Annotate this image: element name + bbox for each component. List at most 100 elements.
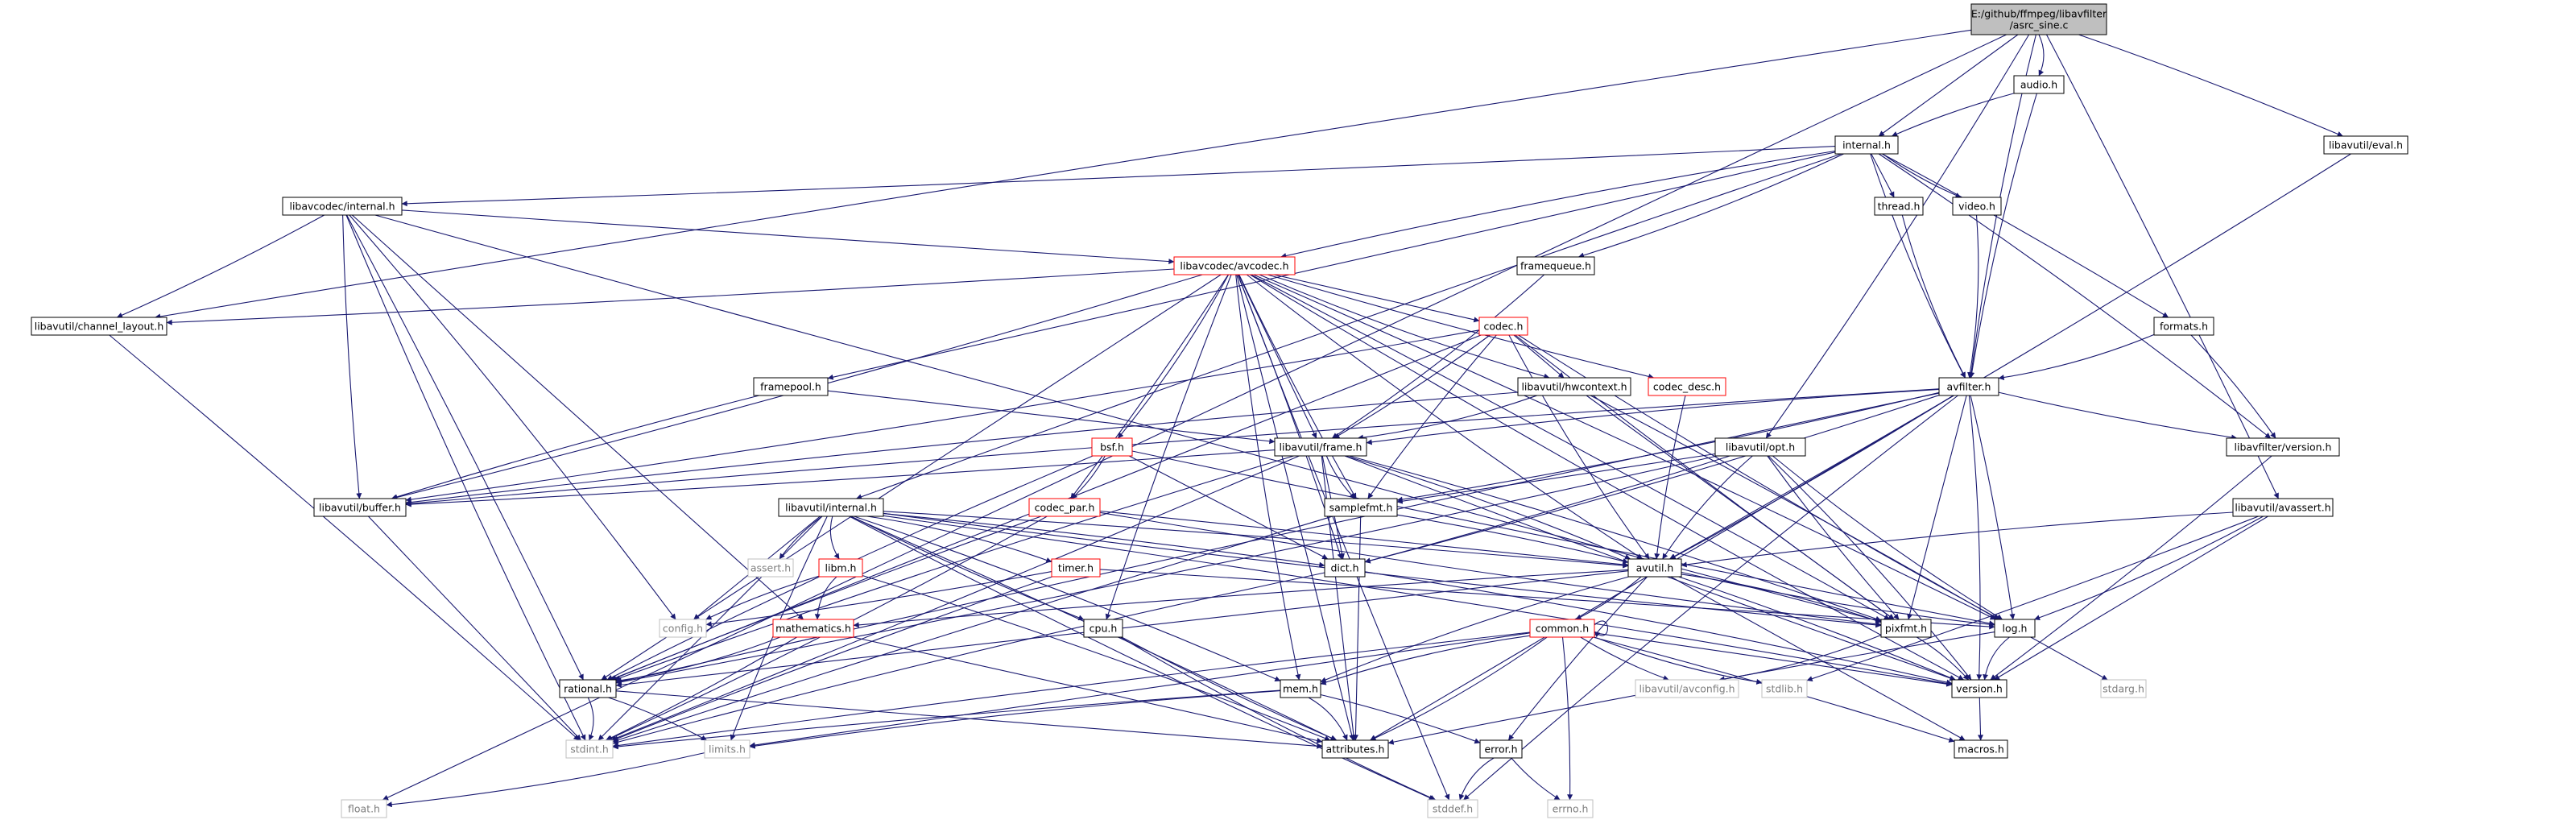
node-label: errno.h <box>1553 803 1589 815</box>
node-libm[interactable]: libm.h <box>819 559 862 577</box>
node-label: libavutil/opt.h <box>1726 441 1795 453</box>
edge-timer-to-stdint <box>613 577 1052 740</box>
node-label: libm.h <box>825 562 857 574</box>
node-label: codec_desc.h <box>1653 381 1721 393</box>
edge-opt-to-samplefmt <box>1397 454 1715 503</box>
node-label: mem.h <box>1283 683 1318 695</box>
edge-avassert-to-log <box>2034 516 2263 619</box>
node-avutil[interactable]: avutil.h <box>1628 559 1681 577</box>
node-lacinternal[interactable]: libavcodec/internal.h <box>283 197 402 215</box>
edge-codec-to-samplefmt <box>1368 335 1497 499</box>
node-mathematics[interactable]: mathematics.h <box>773 619 854 637</box>
node-cpu[interactable]: cpu.h <box>1084 619 1123 637</box>
node-label: libavutil/hwcontext.h <box>1521 381 1627 393</box>
edge-root-to-audio <box>2039 35 2044 76</box>
node-avassert[interactable]: libavutil/avassert.h <box>2233 499 2333 516</box>
node-formats[interactable]: formats.h <box>2154 317 2214 335</box>
node-version[interactable]: version.h <box>1952 680 2007 698</box>
edge-common-to-version <box>1594 633 1952 685</box>
edge-opt-to-dict <box>1365 456 1730 562</box>
edge-samplefmt-to-stdint <box>613 516 1333 742</box>
node-label: audio.h <box>2020 79 2057 91</box>
edge-hwcontext-to-pixfmt <box>1586 395 1894 619</box>
node-lauinternal[interactable]: libavutil/internal.h <box>779 499 883 516</box>
node-timer[interactable]: timer.h <box>1052 559 1100 577</box>
node-codecpar[interactable]: codec_par.h <box>1029 499 1100 516</box>
node-rational[interactable]: rational.h <box>560 680 616 698</box>
node-label: video.h <box>1958 201 1995 213</box>
edge-opt-to-version <box>1768 456 1971 680</box>
edge-internal-to-framepool <box>828 152 1835 379</box>
node-label: libavutil/avassert.h <box>2235 502 2330 514</box>
edge-avassert-to-version <box>1994 516 2268 680</box>
edge-lauinternal-to-avutil <box>883 511 1628 566</box>
edge-version-to-macros <box>1979 698 1980 740</box>
node-framepool[interactable]: framepool.h <box>754 378 828 395</box>
edge-codec-to-hwcontext <box>1514 335 1564 378</box>
node-common[interactable]: common.h <box>1530 619 1594 637</box>
edge-lauinternal-to-pixfmt <box>883 513 1881 625</box>
node-label: macros.h <box>1958 743 2004 756</box>
node-video[interactable]: video.h <box>1953 197 2001 215</box>
node-thread[interactable]: thread.h <box>1875 197 1923 215</box>
node-codec[interactable]: codec.h <box>1479 317 1528 335</box>
node-hwcontext[interactable]: libavutil/hwcontext.h <box>1518 378 1631 395</box>
node-codecdesc[interactable]: codec_desc.h <box>1648 378 1726 395</box>
edge-common-to-mem <box>1321 636 1530 684</box>
node-frame[interactable]: libavutil/frame.h <box>1275 438 1367 456</box>
node-error[interactable]: error.h <box>1480 740 1522 758</box>
edge-error-to-errno <box>1511 758 1560 800</box>
node-label: libavutil/eval.h <box>2329 139 2403 151</box>
edge-root-to-avassert <box>2047 35 2279 499</box>
edge-avcodec-to-version <box>1250 275 1963 680</box>
node-label: avfilter.h <box>1947 381 1991 393</box>
node-bsf[interactable]: bsf.h <box>1092 438 1132 456</box>
edge-lacinternal-to-config <box>349 215 676 619</box>
edge-chlayout-to-stdint <box>110 335 579 740</box>
edge-lacinternal-to-buffer <box>343 215 360 499</box>
node-internal[interactable]: internal.h <box>1835 136 1898 154</box>
node-avcodec[interactable]: libavcodec/avcodec.h <box>1174 257 1295 275</box>
edge-avcodec-to-chlayout <box>167 269 1174 323</box>
node-assert: assert.h <box>748 559 793 577</box>
edge-log-to-version <box>1985 637 2010 680</box>
node-label: timer.h <box>1058 562 1094 574</box>
node-log[interactable]: log.h <box>1995 619 2035 637</box>
edge-codec-to-avutil <box>1509 335 1649 559</box>
edge-samplefmt-to-attributes <box>1355 516 1360 740</box>
edge-lacinternal-to-chlayout <box>117 215 324 317</box>
edge-lacinternal-to-mathematics <box>352 215 803 619</box>
node-framequeue[interactable]: framequeue.h <box>1517 257 1594 275</box>
edge-avfilter-to-log <box>1970 395 2013 619</box>
node-pixfmt[interactable]: pixfmt.h <box>1881 619 1931 637</box>
edge-mathematics-to-stdint <box>606 637 796 740</box>
node-opt[interactable]: libavutil/opt.h <box>1715 438 1805 456</box>
node-chlayout[interactable]: libavutil/channel_layout.h <box>31 317 167 335</box>
node-label: pixfmt.h <box>1885 623 1927 635</box>
edge-thread-to-avfilter <box>1902 215 1965 378</box>
node-avfilter[interactable]: avfilter.h <box>1939 378 1999 395</box>
node-macros[interactable]: macros.h <box>1954 740 2007 758</box>
node-label: thread.h <box>1878 201 1921 213</box>
node-eval[interactable]: libavutil/eval.h <box>2324 136 2408 154</box>
node-label: libavfilter/version.h <box>2235 441 2332 453</box>
node-mem[interactable]: mem.h <box>1280 680 1321 698</box>
node-attributes[interactable]: attributes.h <box>1322 740 1388 758</box>
edge-buffer-to-stdint <box>368 516 581 740</box>
node-label: float.h <box>348 803 380 815</box>
node-buffer[interactable]: libavutil/buffer.h <box>314 499 406 516</box>
node-root[interactable]: E:/github/ffmpeg/libavfilter/asrc_sine.c <box>1971 4 2107 35</box>
node-lfversion[interactable]: libavfilter/version.h <box>2227 438 2339 456</box>
node-dict[interactable]: dict.h <box>1325 559 1365 577</box>
node-label: bsf.h <box>1100 441 1124 453</box>
edge-internal-to-lacinternal <box>402 147 1835 204</box>
edge-lacinternal-to-rational <box>347 215 584 680</box>
edge-common-to-stdint <box>613 632 1530 746</box>
edge-rational-to-stdint <box>588 698 593 740</box>
node-label: framequeue.h <box>1520 260 1591 272</box>
node-audio[interactable]: audio.h <box>2014 76 2064 93</box>
edge-avfilter-to-lfversion <box>1999 392 2237 438</box>
node-samplefmt[interactable]: samplefmt.h <box>1325 499 1397 516</box>
edge-pixfmt-to-avconfig <box>1719 636 1881 681</box>
node-label: avutil.h <box>1636 562 1674 574</box>
